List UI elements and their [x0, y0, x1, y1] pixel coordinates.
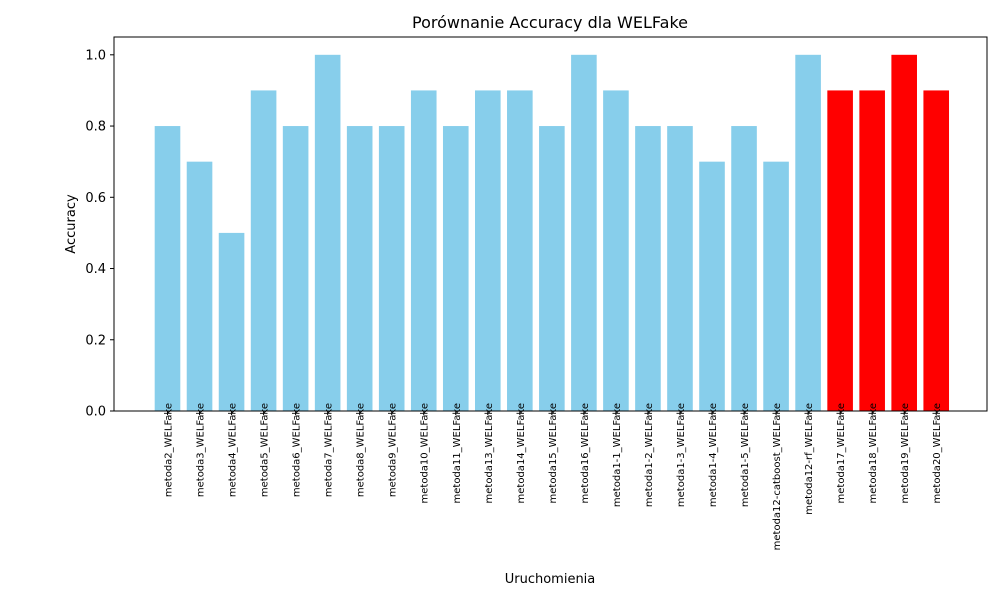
bar — [186, 161, 213, 411]
bar — [314, 54, 341, 412]
y-tick-label: 0.0 — [85, 405, 106, 420]
bar — [635, 126, 661, 412]
plot-area-frame — [113, 36, 988, 412]
chart-title: Porównanie Accuracy dla WELFake — [412, 13, 688, 32]
x-axis: metoda2_WELFake metoda3_WELFake metoda4_WE… — [164, 403, 944, 550]
x-tick-label: metoda13_WELFake — [484, 403, 495, 503]
bar — [250, 90, 277, 412]
x-tick-label: metoda9_WELFake — [388, 403, 399, 497]
y-tick-label: 1.0 — [85, 48, 106, 63]
y-tick-label: 0.6 — [85, 191, 106, 206]
y-tick-label: 0.4 — [85, 262, 106, 277]
bar — [475, 90, 501, 412]
bar — [282, 126, 309, 412]
x-tick-label: metoda7_WELFake — [324, 403, 335, 497]
y-tick-label: 0.8 — [85, 120, 106, 135]
x-tick-label: metoda10_WELFake — [420, 403, 431, 503]
x-tick-label: metoda4_WELFake — [228, 403, 239, 497]
x-tick-label: metoda1-3_WELFake — [676, 403, 687, 507]
bar — [923, 90, 950, 412]
bar — [827, 90, 853, 412]
x-tick-label: metoda12-rf_WELFake — [804, 403, 815, 515]
x-tick-label: metoda2_WELFake — [164, 403, 175, 497]
bar — [539, 126, 565, 412]
x-tick-label: metoda1-1_WELFake — [612, 403, 623, 507]
x-tick-label: metoda11_WELFake — [452, 403, 463, 503]
x-tick-label: metoda20_WELFake — [932, 403, 943, 503]
x-tick-label: metoda18_WELFake — [868, 403, 879, 503]
bar — [346, 126, 373, 412]
x-tick-label: metoda1-4_WELFake — [708, 403, 719, 507]
x-tick-label: metoda1-2_WELFake — [644, 403, 655, 507]
bar — [699, 161, 725, 411]
x-axis-label: Uruchomienia — [505, 572, 596, 587]
y-axis-label: Accuracy — [64, 194, 79, 254]
x-tick-label: metoda17_WELFake — [836, 403, 847, 503]
x-tick-label: metoda6_WELFake — [292, 403, 303, 497]
bar — [507, 90, 533, 412]
bar — [218, 232, 245, 411]
x-tick-label: metoda16_WELFake — [580, 403, 591, 503]
bar — [795, 54, 821, 412]
x-tick-label: metoda1-5_WELFake — [740, 403, 751, 507]
bar — [667, 126, 693, 412]
bar — [859, 90, 885, 412]
bar — [731, 126, 757, 412]
x-tick-label: metoda8_WELFake — [356, 403, 367, 497]
x-tick-label: metoda19_WELFake — [900, 403, 911, 503]
x-tick-label: metoda12-catboost_WELFake — [772, 403, 783, 550]
bar — [378, 126, 405, 412]
bars-layer — [154, 54, 950, 412]
bar — [154, 126, 181, 412]
x-tick-label: metoda15_WELFake — [548, 403, 559, 503]
bar — [603, 90, 629, 412]
bar — [763, 161, 789, 411]
bar — [410, 90, 437, 412]
x-tick-label: metoda14_WELFake — [516, 403, 527, 503]
bar — [571, 54, 597, 412]
y-tick-label: 0.2 — [85, 333, 106, 348]
y-axis: 0.0 0.2 0.4 0.6 0.8 1.0 — [85, 48, 114, 420]
bar — [442, 126, 469, 412]
bar — [891, 54, 917, 412]
x-tick-label: metoda5_WELFake — [260, 403, 271, 497]
x-tick-label: metoda3_WELFake — [196, 403, 207, 497]
